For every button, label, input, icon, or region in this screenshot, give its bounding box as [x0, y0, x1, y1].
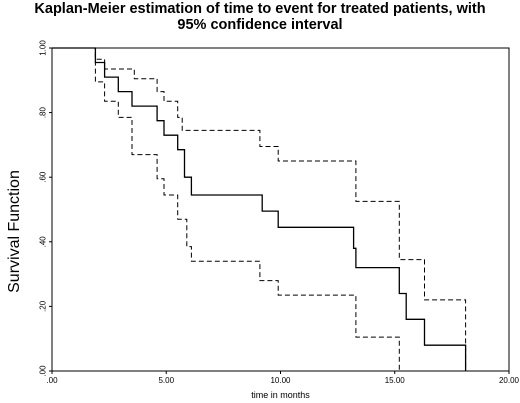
axis-ticks: .00 5.00 10.00 15.00 20.00 .00 .20 .40 .60 .80 1.0… [39, 40, 520, 385]
confidence-bound-2 [52, 47, 404, 372]
y-tick-label: .40 [39, 236, 48, 248]
x-tick-label: 15.00 [385, 376, 406, 385]
confidence-bound-1 [52, 47, 467, 371]
y-tick-label: 1.00 [39, 40, 48, 56]
x-tick-label: 5.00 [158, 376, 174, 385]
y-tick-label: .20 [39, 300, 48, 312]
x-tick-label: 20.00 [499, 376, 520, 385]
y-tick-label: .60 [39, 171, 48, 183]
y-axis-label: Survival Function [6, 170, 23, 293]
chart-title-line-1: Kaplan-Meier estimation of time to event… [34, 1, 486, 17]
x-tick-label: .00 [46, 376, 58, 385]
x-tick-label: 10.00 [270, 376, 291, 385]
survival-curve [52, 47, 467, 371]
y-tick-label: .80 [39, 106, 48, 118]
chart-title: Kaplan-Meier estimation of time to event… [0, 1, 520, 33]
x-axis-label: time in months [251, 390, 310, 400]
plot-frame [51, 47, 510, 372]
chart-title-line-2: 95% confidence interval [177, 17, 343, 33]
y-tick-label: .00 [39, 365, 48, 377]
series-layer [52, 47, 467, 372]
